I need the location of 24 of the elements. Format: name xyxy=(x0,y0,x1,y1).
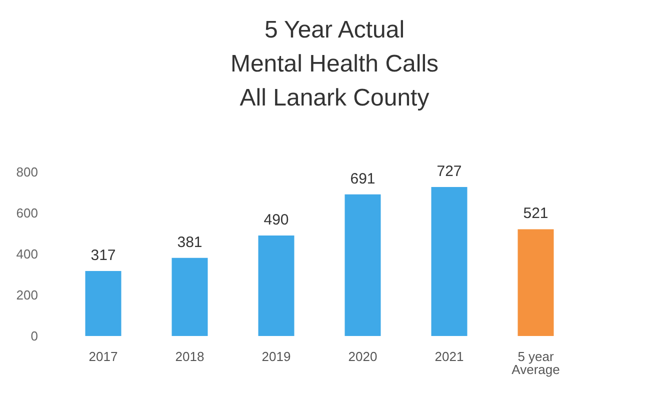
x-tick-label: 5 year Average xyxy=(512,349,560,377)
data-label: 381 xyxy=(177,234,202,251)
x-tick-label: 2020 xyxy=(348,349,378,364)
chart-title: 5 Year Actual Mental Health Calls All Lanark County xyxy=(230,16,439,112)
y-tick-label: 800 xyxy=(16,164,38,180)
bar xyxy=(172,258,208,336)
data-label: 317 xyxy=(90,247,116,264)
bar xyxy=(258,236,294,336)
data-label: 490 xyxy=(264,212,289,229)
y-tick-label: 600 xyxy=(16,206,38,220)
y-tick-label: 0 xyxy=(30,328,38,344)
bar xyxy=(431,186,468,336)
x-tick-label: 2017 xyxy=(88,349,118,364)
x-tick-label: 2019 xyxy=(262,349,291,364)
bar xyxy=(344,194,381,336)
y-tick-label: 400 xyxy=(16,246,38,262)
y-tick-label: 200 xyxy=(16,288,38,302)
bar xyxy=(85,271,122,336)
x-tick-label: 2018 xyxy=(175,349,204,364)
data-label: 521 xyxy=(523,205,548,222)
bar xyxy=(518,229,554,336)
x-tick-label: 2021 xyxy=(434,349,464,364)
data-label: 727 xyxy=(436,162,462,180)
data-label: 691 xyxy=(350,170,376,188)
